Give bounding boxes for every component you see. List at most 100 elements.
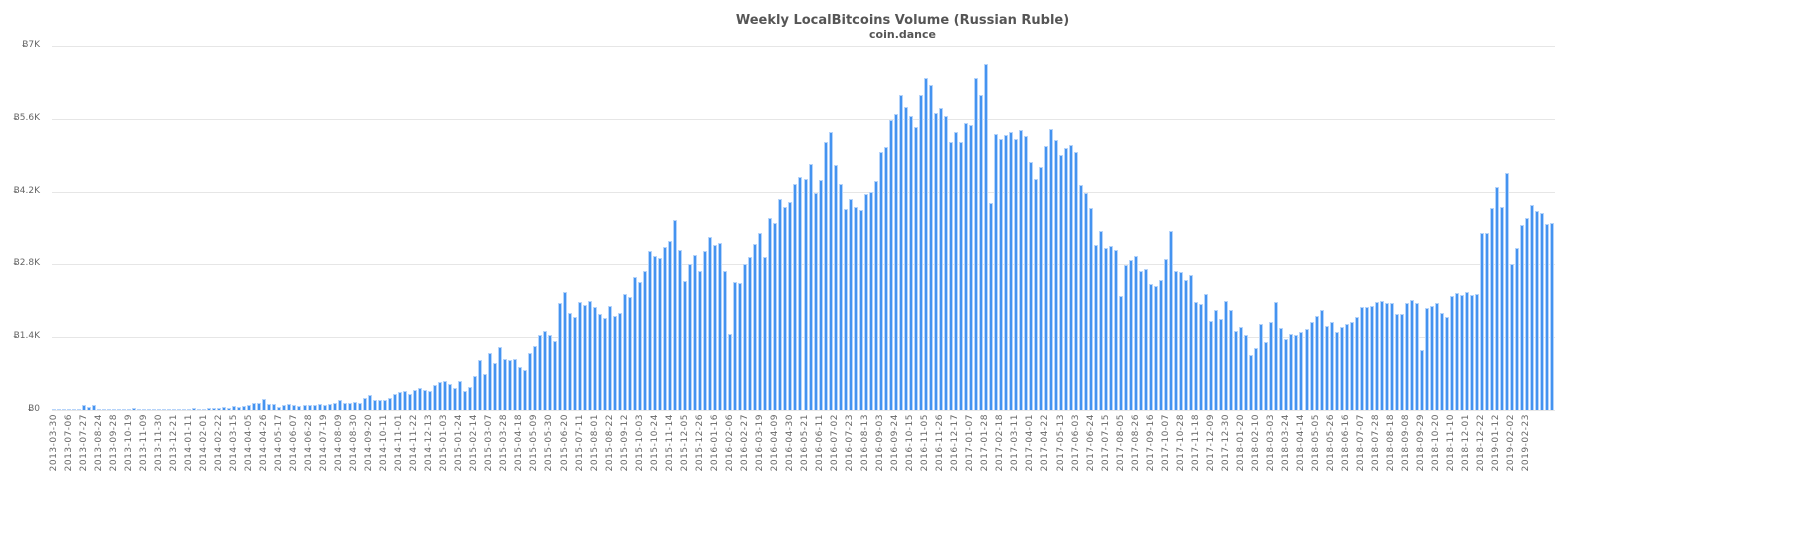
bar[interactable] (252, 403, 257, 410)
bar[interactable] (1369, 306, 1374, 410)
bar[interactable] (227, 408, 232, 410)
bar[interactable] (738, 282, 743, 410)
bar[interactable] (688, 263, 693, 410)
bar[interactable] (1284, 338, 1289, 410)
bar[interactable] (212, 407, 217, 410)
bar[interactable] (958, 141, 963, 410)
bar[interactable] (1534, 211, 1539, 410)
bar[interactable] (628, 296, 633, 410)
bar[interactable] (1239, 326, 1244, 410)
bar[interactable] (578, 301, 583, 410)
bar[interactable] (1043, 146, 1048, 410)
bar[interactable] (372, 399, 377, 410)
bar[interactable] (888, 120, 893, 410)
bar[interactable] (983, 64, 988, 410)
bar[interactable] (843, 208, 848, 410)
bar[interactable] (1094, 245, 1099, 410)
bar[interactable] (1474, 293, 1479, 410)
bar[interactable] (1079, 185, 1084, 410)
bar[interactable] (362, 397, 367, 410)
bar[interactable] (232, 405, 237, 410)
bar[interactable] (853, 206, 858, 410)
bar[interactable] (102, 409, 107, 410)
bar[interactable] (858, 210, 863, 410)
bar[interactable] (367, 395, 372, 410)
bar[interactable] (337, 400, 342, 410)
bar[interactable] (1033, 178, 1038, 410)
bar[interactable] (422, 390, 427, 410)
bar[interactable] (1354, 316, 1359, 410)
bar[interactable] (558, 302, 562, 410)
bar[interactable] (618, 312, 623, 410)
bar[interactable] (512, 359, 517, 410)
bar[interactable] (1359, 307, 1364, 410)
bar[interactable] (1394, 313, 1399, 410)
bar[interactable] (162, 408, 167, 410)
bar[interactable] (62, 409, 67, 410)
bar[interactable] (553, 340, 557, 410)
bar[interactable] (292, 405, 297, 410)
bar[interactable] (142, 408, 147, 410)
bar[interactable] (948, 142, 953, 410)
bar[interactable] (387, 397, 392, 410)
bar[interactable] (302, 405, 307, 410)
bar[interactable] (603, 318, 608, 410)
bar[interactable] (412, 390, 417, 410)
bar[interactable] (67, 408, 72, 410)
bar[interactable] (793, 184, 798, 410)
bar[interactable] (1134, 255, 1139, 410)
bar[interactable] (1309, 321, 1314, 410)
bar[interactable] (172, 409, 177, 410)
bar[interactable] (868, 191, 873, 410)
bar[interactable] (1269, 321, 1274, 410)
bar[interactable] (1119, 296, 1124, 410)
bar[interactable] (107, 409, 112, 410)
bar[interactable] (658, 257, 663, 410)
bar[interactable] (1104, 248, 1109, 410)
bar[interactable] (287, 404, 292, 410)
bar[interactable] (1429, 306, 1434, 410)
bar[interactable] (978, 95, 983, 410)
bar[interactable] (953, 131, 958, 410)
bar[interactable] (1219, 319, 1224, 410)
bar[interactable] (593, 307, 598, 410)
bar[interactable] (492, 363, 497, 410)
bar[interactable] (1319, 310, 1324, 410)
bar[interactable] (397, 391, 402, 410)
bar[interactable] (1524, 217, 1529, 410)
bar[interactable] (703, 250, 708, 410)
bar[interactable] (568, 312, 573, 410)
bar[interactable] (673, 219, 678, 410)
bar[interactable] (573, 317, 578, 410)
bar[interactable] (377, 399, 382, 410)
bar[interactable] (1124, 264, 1129, 410)
bar[interactable] (1459, 295, 1464, 410)
bar[interactable] (272, 403, 277, 410)
bar[interactable] (893, 113, 898, 410)
bar[interactable] (943, 116, 948, 410)
bar[interactable] (547, 335, 552, 410)
bar[interactable] (1054, 140, 1058, 410)
bar[interactable] (1334, 332, 1339, 410)
bar[interactable] (993, 134, 998, 410)
bar[interactable] (1449, 295, 1454, 410)
bar[interactable] (963, 122, 968, 410)
bar[interactable] (973, 77, 978, 410)
bar[interactable] (427, 390, 432, 410)
bar[interactable] (192, 408, 197, 410)
bar[interactable] (1364, 307, 1369, 410)
bar[interactable] (1099, 230, 1104, 410)
bar[interactable] (813, 193, 818, 410)
bar[interactable] (1339, 326, 1344, 410)
bar[interactable] (77, 409, 82, 410)
bar[interactable] (898, 95, 903, 410)
bar[interactable] (1059, 155, 1063, 410)
bar[interactable] (683, 281, 688, 410)
bar[interactable] (1264, 342, 1269, 410)
bar[interactable] (823, 142, 828, 410)
bar[interactable] (1194, 302, 1199, 410)
bar[interactable] (1254, 347, 1259, 410)
bar[interactable] (127, 408, 132, 410)
bar[interactable] (678, 250, 683, 410)
bar[interactable] (1184, 280, 1189, 410)
